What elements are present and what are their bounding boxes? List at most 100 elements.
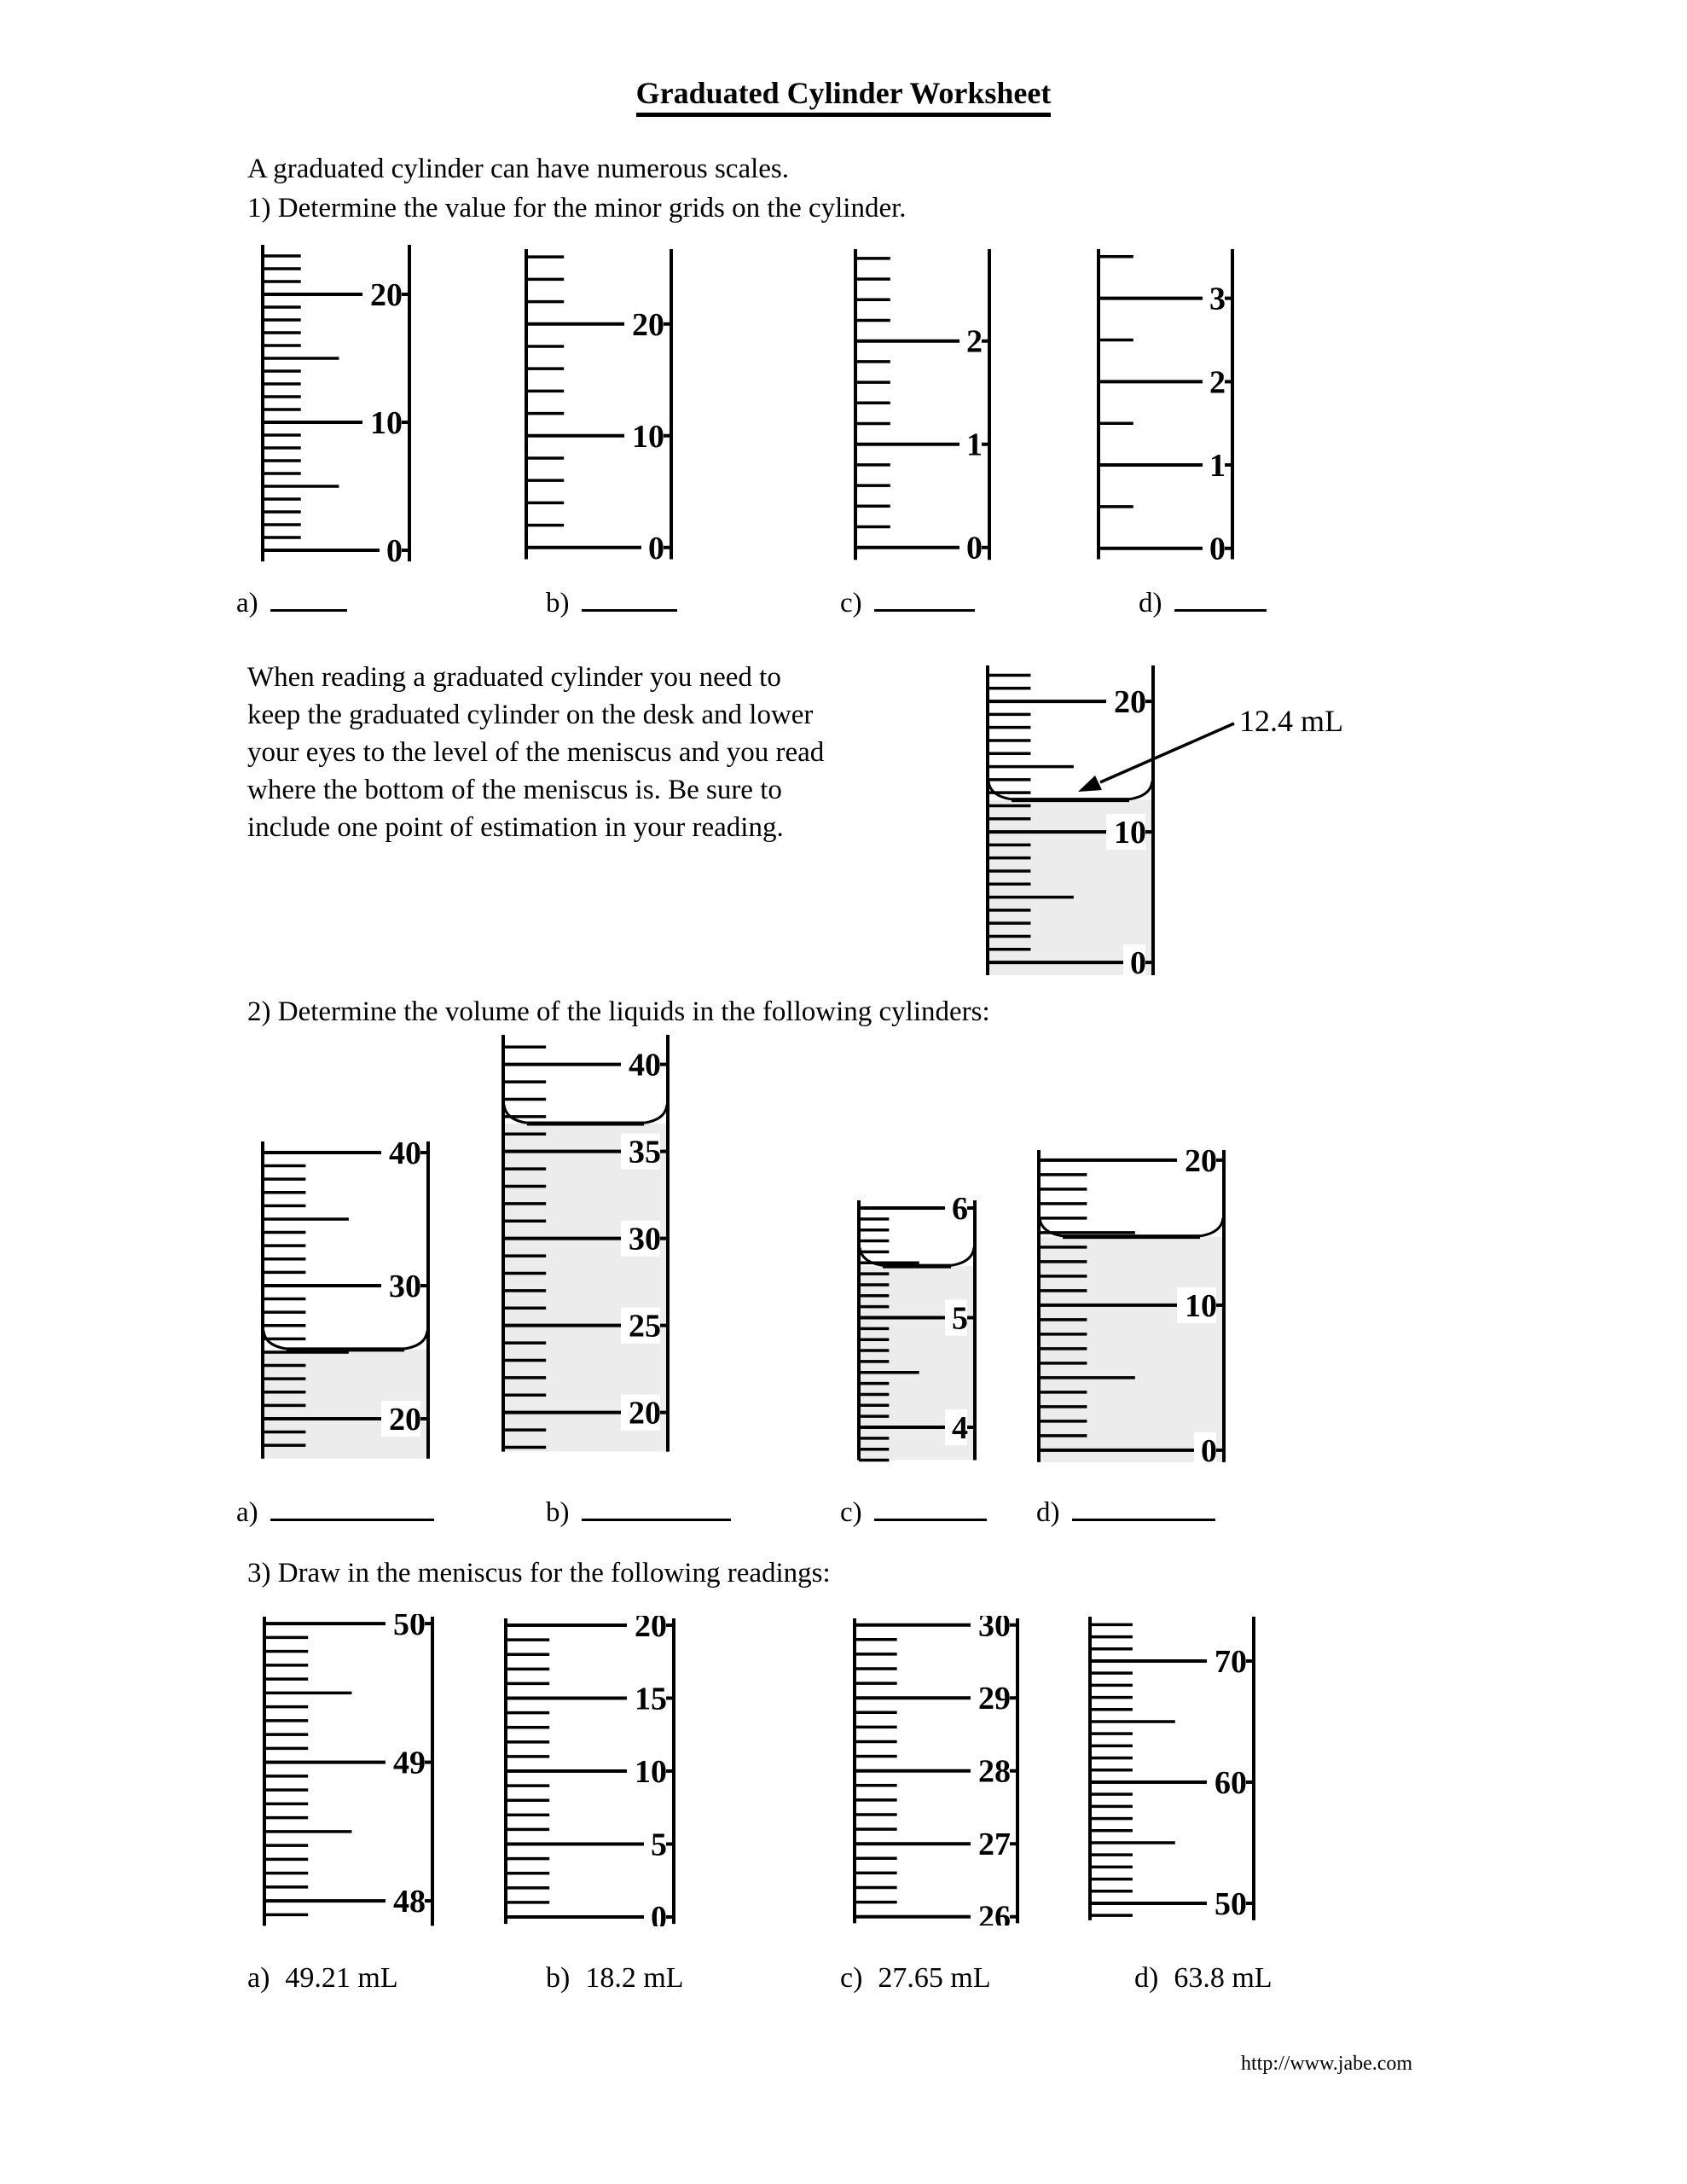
cylinder-scale-q1b: 0 10 20 — [525, 249, 673, 566]
q2-answer-blank-b[interactable] — [581, 1491, 731, 1521]
paragraph-line-2: keep the graduated cylinder on the desk … — [247, 700, 814, 730]
svg-text:20: 20 — [629, 1396, 661, 1432]
q1-answer-label-c: c) — [840, 588, 862, 619]
q2-answer-c: c) — [840, 1491, 987, 1529]
cylinder-q2d: 0 10 20 — [1037, 1141, 1226, 1469]
cylinder-scale-q3c: 26 27 28 29 30 — [853, 1606, 1019, 1936]
cylinder-scale-q3b: 0 5 10 15 20 — [504, 1607, 675, 1936]
q3-answer-value-c: 27.65 mL — [878, 1962, 991, 1994]
svg-text:15: 15 — [635, 1682, 667, 1717]
svg-text:50: 50 — [1215, 1886, 1247, 1922]
cylinder-q3b: 0 5 10 15 20 — [504, 1607, 675, 1936]
page-title: Graduated Cylinder Worksheet — [635, 75, 1052, 117]
q2-answer-blank-a[interactable] — [270, 1491, 434, 1521]
svg-text:70: 70 — [1215, 1644, 1247, 1680]
cylinder-q3c: 26 27 28 29 30 — [853, 1606, 1019, 1936]
cylinder-scale-q1d: 0 1 2 3 — [1097, 249, 1234, 567]
svg-text:10: 10 — [370, 405, 403, 441]
q3-answer-d: d) 63.8 mL — [1134, 1962, 1272, 1995]
svg-text:20: 20 — [389, 1402, 421, 1438]
q1-answer-blank-d[interactable] — [1174, 582, 1267, 612]
svg-text:25: 25 — [629, 1309, 661, 1345]
q2-answer-blank-c[interactable] — [873, 1491, 987, 1521]
svg-text:4: 4 — [952, 1410, 968, 1446]
svg-text:0: 0 — [966, 531, 983, 562]
q1-answer-label-a: a) — [236, 588, 258, 619]
svg-text:20: 20 — [1185, 1147, 1217, 1179]
svg-text:40: 40 — [389, 1139, 421, 1171]
svg-text:5: 5 — [651, 1827, 667, 1863]
cylinder-scale-q1a: 0 10 20 — [261, 245, 411, 569]
q2-heading: 2) Determine the volume of the liquids i… — [247, 996, 990, 1027]
svg-text:10: 10 — [632, 419, 664, 455]
cylinder-scale-q2b: 20 25 30 35 40 — [501, 1035, 670, 1452]
q3-answer-a: a) 49.21 mL — [247, 1962, 398, 1995]
q1-answer-d: d) — [1139, 582, 1267, 619]
svg-text:30: 30 — [389, 1269, 421, 1304]
svg-text:20: 20 — [635, 1616, 667, 1644]
q1-answer-blank-c[interactable] — [873, 582, 975, 612]
meniscus-arrow — [1078, 722, 1235, 792]
q3-answer-value-a: 49.21 mL — [285, 1962, 398, 1994]
cylinder-q1a: 0 10 20 — [261, 242, 411, 569]
cylinder-q2b: 20 25 30 35 40 — [501, 1032, 670, 1459]
paragraph-line-5: include one point of estimation in your … — [247, 812, 784, 843]
cylinder-scale-q2d: 0 10 20 — [1037, 1141, 1226, 1469]
svg-text:35: 35 — [629, 1135, 661, 1170]
svg-text:0: 0 — [1209, 531, 1226, 561]
svg-text:0: 0 — [648, 531, 664, 562]
svg-text:40: 40 — [629, 1048, 661, 1083]
svg-text:1: 1 — [1209, 448, 1226, 484]
q2-answer-label-a: a) — [236, 1497, 258, 1528]
q3-answer-label-d: d) — [1134, 1962, 1159, 1994]
q2-answer-label-b: b) — [546, 1497, 570, 1528]
cylinder-scale-q3a: 48 49 50 — [263, 1606, 434, 1926]
cylinder-scale-q1c: 0 1 2 — [854, 249, 991, 566]
svg-text:1: 1 — [966, 427, 983, 463]
svg-text:30: 30 — [978, 1616, 1011, 1644]
svg-text:0: 0 — [386, 533, 403, 564]
svg-text:5: 5 — [952, 1300, 968, 1336]
q3-answer-b: b) 18.2 mL — [546, 1962, 684, 1995]
page-title-row: Graduated Cylinder Worksheet — [0, 75, 1687, 117]
cylinder-scale-q3d: 50 60 70 — [1088, 1617, 1255, 1922]
cylinder-q3d: 50 60 70 — [1088, 1614, 1255, 1927]
svg-text:6: 6 — [952, 1198, 968, 1227]
svg-text:3: 3 — [1209, 282, 1226, 317]
cylinder-scale-example: 0 10 20 — [986, 665, 1155, 981]
q3-answer-label-c: c) — [840, 1962, 863, 1994]
svg-text:60: 60 — [1215, 1765, 1247, 1801]
cylinder-q1b: 0 10 20 — [525, 247, 673, 566]
svg-text:20: 20 — [370, 277, 403, 313]
svg-text:2: 2 — [1209, 364, 1226, 400]
svg-text:28: 28 — [978, 1754, 1011, 1790]
cylinder-q3a: 48 49 50 — [263, 1606, 434, 1932]
q3-answer-label-b: b) — [546, 1962, 571, 1994]
q1-answer-blank-b[interactable] — [581, 582, 677, 612]
footer-url: http://www.jabe.com — [1241, 2053, 1413, 2075]
svg-text:10: 10 — [1114, 815, 1146, 851]
paragraph-line-1: When reading a graduated cylinder you ne… — [247, 662, 781, 693]
svg-text:29: 29 — [978, 1681, 1011, 1716]
q2-answer-label-c: c) — [840, 1497, 862, 1528]
q1-answer-label-b: b) — [546, 588, 570, 619]
reading-instructions: When reading a graduated cylinder you ne… — [247, 659, 824, 846]
svg-text:10: 10 — [1185, 1288, 1217, 1324]
q1-answer-blank-a[interactable] — [270, 582, 347, 612]
q3-heading: 3) Draw in the meniscus for the followin… — [247, 1558, 831, 1589]
q1-answer-a: a) — [236, 582, 347, 619]
svg-text:0: 0 — [651, 1900, 667, 1926]
svg-text:0: 0 — [1130, 945, 1146, 978]
cylinder-q2a: 20 30 40 — [261, 1134, 430, 1466]
cylinder-q2c: 4 5 6 — [857, 1189, 977, 1467]
q2-answer-blank-d[interactable] — [1071, 1491, 1215, 1521]
paragraph-line-3: your eyes to the level of the meniscus a… — [247, 737, 825, 768]
paragraph-line-4: where the bottom of the meniscus is. Be … — [247, 775, 782, 805]
q3-answer-c: c) 27.65 mL — [840, 1962, 991, 1995]
svg-text:0: 0 — [1201, 1433, 1217, 1465]
svg-text:20: 20 — [632, 307, 664, 343]
svg-text:48: 48 — [393, 1884, 426, 1920]
q2-answer-d: d) — [1036, 1491, 1215, 1529]
q2-answer-a: a) — [236, 1491, 434, 1529]
